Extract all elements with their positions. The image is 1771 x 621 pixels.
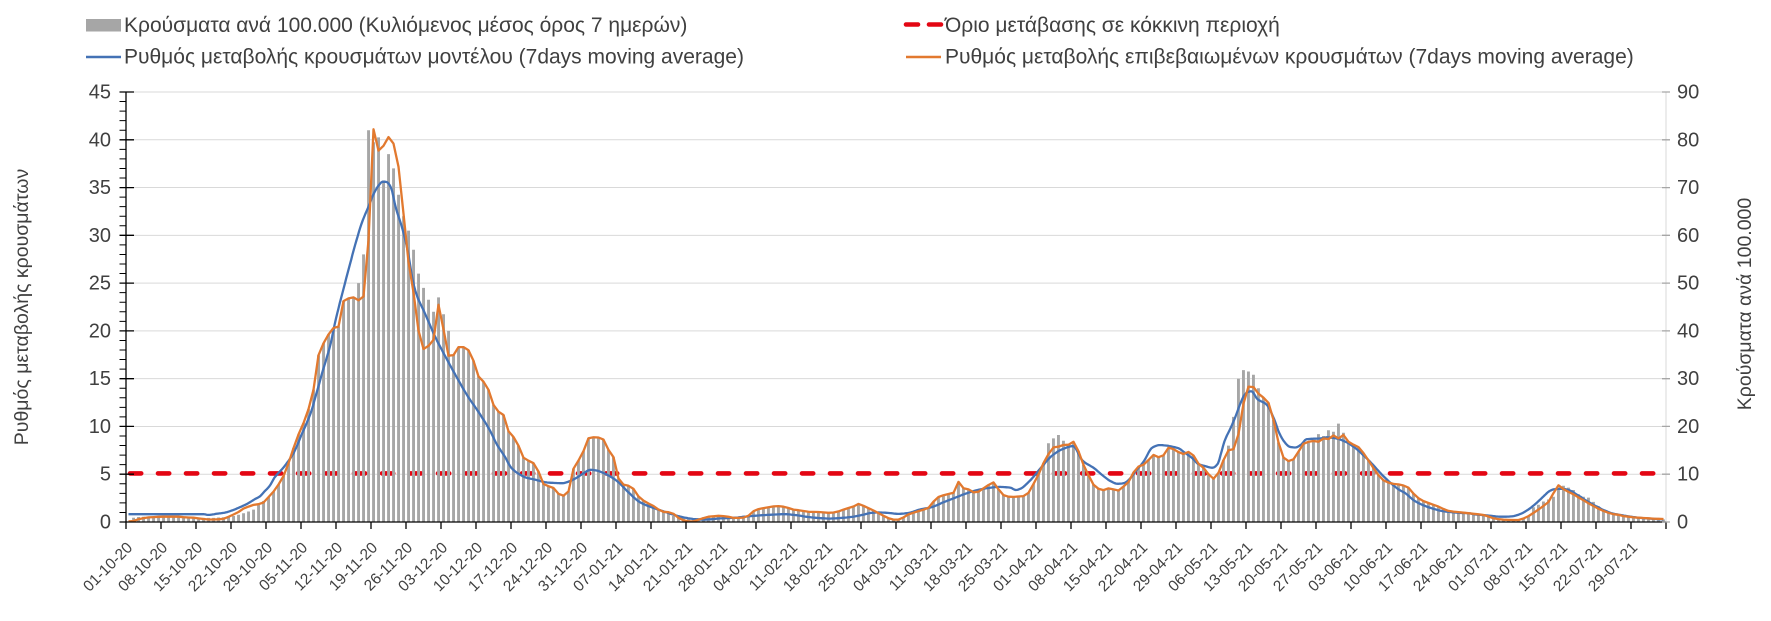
svg-text:35: 35 [89, 177, 111, 199]
svg-text:0: 0 [1677, 512, 1688, 534]
svg-text:45: 45 [89, 82, 111, 104]
svg-text:50: 50 [1677, 273, 1699, 295]
svg-text:Όριο μετάβασης σε κόκκινη περι: Όριο μετάβασης σε κόκκινη περιοχή [944, 14, 1280, 37]
svg-text:0: 0 [100, 512, 111, 534]
svg-text:Ρυθμός μεταβολής επιβεβαιωμένω: Ρυθμός μεταβολής επιβεβαιωμένων κρουσμάτ… [945, 46, 1634, 69]
svg-text:Ρυθμός μεταβολής κρουσμάτων μο: Ρυθμός μεταβολής κρουσμάτων μοντέλου (7d… [124, 46, 744, 69]
svg-text:15: 15 [89, 368, 111, 390]
svg-text:20: 20 [1677, 416, 1699, 438]
svg-text:70: 70 [1677, 177, 1699, 199]
svg-text:10: 10 [89, 416, 111, 438]
svg-text:Κρούσματα ανά 100.000: Κρούσματα ανά 100.000 [1734, 198, 1756, 411]
svg-text:Ρυθμός μεταβολής κρουσμάτων: Ρυθμός μεταβολής κρουσμάτων [11, 169, 33, 445]
svg-text:30: 30 [89, 225, 111, 247]
svg-text:40: 40 [89, 129, 111, 151]
svg-text:90: 90 [1677, 82, 1699, 104]
svg-text:5: 5 [100, 464, 111, 486]
svg-text:40: 40 [1677, 320, 1699, 342]
svg-text:20: 20 [89, 320, 111, 342]
svg-text:25: 25 [89, 273, 111, 295]
svg-text:60: 60 [1677, 225, 1699, 247]
svg-text:80: 80 [1677, 129, 1699, 151]
svg-text:Κρούσματα ανά 100.000 (Κυλιόμε: Κρούσματα ανά 100.000 (Κυλιόμενος μέσος … [124, 14, 687, 37]
svg-text:30: 30 [1677, 368, 1699, 390]
svg-text:10: 10 [1677, 464, 1699, 486]
